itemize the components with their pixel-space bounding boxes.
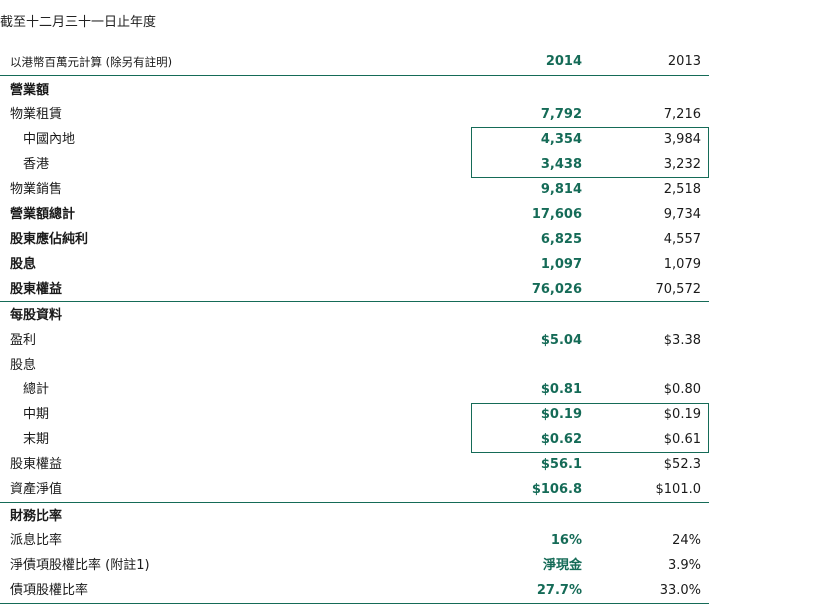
value-2013: $3.38 xyxy=(663,333,701,348)
value-2013: $0.80 xyxy=(663,382,701,397)
table-row: 末期 $0.62 $0.61 xyxy=(0,428,814,452)
value-2014: $0.81 xyxy=(540,382,582,397)
section-title: 營業額 xyxy=(10,83,50,98)
value-2013: 9,734 xyxy=(663,207,701,222)
table-row: 物業銷售 9,814 2,518 xyxy=(0,178,814,202)
value-2014: 4,354 xyxy=(540,132,582,147)
table-row: 債項股權比率 27.7% 33.0% xyxy=(0,579,814,603)
value-2014: 6,825 xyxy=(540,232,582,247)
divider xyxy=(0,502,709,503)
value-2014: 16% xyxy=(550,533,582,548)
header-year-2014: 2014 xyxy=(545,54,582,69)
section-title: 財務比率 xyxy=(10,509,63,524)
divider xyxy=(0,603,709,604)
row-label: 派息比率 xyxy=(10,533,63,548)
table-row: 香港 3,438 3,232 xyxy=(0,153,814,177)
table-row: 物業租賃 7,792 7,216 xyxy=(0,103,814,127)
header-unit-label: 以港幣百萬元計算 (除另有註明) xyxy=(10,55,173,69)
section-title-financial-ratios: 財務比率 xyxy=(0,505,814,529)
value-2014: $0.62 xyxy=(540,432,582,447)
value-2013: $0.61 xyxy=(663,432,701,447)
value-2013: $52.3 xyxy=(663,457,701,472)
value-2014: 9,814 xyxy=(540,182,582,197)
value-2014: 1,097 xyxy=(540,257,582,272)
row-label: 中期 xyxy=(23,407,50,422)
value-2014: $56.1 xyxy=(540,457,582,472)
section-title-turnover: 營業額 xyxy=(0,79,814,103)
row-label: 物業租賃 xyxy=(10,107,63,122)
row-label: 淨債項股權比率 (附註1) xyxy=(10,558,150,573)
table-row: 淨債項股權比率 (附註1) 淨現金 3.9% xyxy=(0,554,814,578)
value-2013: 2,518 xyxy=(663,182,701,197)
row-label: 股東權益 xyxy=(10,457,63,472)
row-label: 總計 xyxy=(23,382,50,397)
row-label: 股東權益 xyxy=(10,282,63,297)
table-row: 股息 xyxy=(0,354,814,378)
row-label: 股息 xyxy=(10,257,37,272)
divider xyxy=(0,75,709,76)
row-label: 中國內地 xyxy=(23,132,76,147)
row-label: 盈利 xyxy=(10,333,37,348)
value-2013: 3,232 xyxy=(663,157,701,172)
row-label: 末期 xyxy=(23,432,50,447)
section-title-per-share: 每股資料 xyxy=(0,304,814,328)
value-2013: $0.19 xyxy=(663,407,701,422)
value-2014: 27.7% xyxy=(536,583,582,598)
value-2014: $5.04 xyxy=(540,333,582,348)
row-label: 股東應佔純利 xyxy=(10,232,89,247)
value-2014: 7,792 xyxy=(540,107,582,122)
value-2013: 3.9% xyxy=(667,558,701,573)
table-row: 股東應佔純利 6,825 4,557 xyxy=(0,228,814,252)
value-2014: 17,606 xyxy=(531,207,582,222)
table-row: 資產淨值 $106.8 $101.0 xyxy=(0,478,814,502)
row-label: 債項股權比率 xyxy=(10,583,89,598)
row-label: 股息 xyxy=(10,358,37,373)
table-row: 派息比率 16% 24% xyxy=(0,529,814,553)
table-row: 盈利 $5.04 $3.38 xyxy=(0,329,814,353)
table-row: 股東權益 76,026 70,572 xyxy=(0,278,814,302)
value-2013: 4,557 xyxy=(663,232,701,247)
value-2013: 7,216 xyxy=(663,107,701,122)
row-label: 資產淨值 xyxy=(10,482,63,497)
value-2013: 1,079 xyxy=(663,257,701,272)
row-label: 香港 xyxy=(23,157,50,172)
highlight-box xyxy=(471,403,709,453)
table-row: 營業額總計 17,606 9,734 xyxy=(0,203,814,227)
value-2013: 3,984 xyxy=(663,132,701,147)
header-year-2013: 2013 xyxy=(667,54,701,69)
table-caption: 截至十二月三十一日止年度 xyxy=(0,15,157,30)
value-2013: $101.0 xyxy=(655,482,702,497)
value-2014: 76,026 xyxy=(531,282,582,297)
table-row: 股東權益 $56.1 $52.3 xyxy=(0,453,814,477)
table-row: 總計 $0.81 $0.80 xyxy=(0,378,814,402)
table-row: 中期 $0.19 $0.19 xyxy=(0,403,814,427)
divider xyxy=(0,301,709,302)
value-2013: 33.0% xyxy=(659,583,701,598)
value-2014: 淨現金 xyxy=(542,558,582,573)
table-row: 中國內地 4,354 3,984 xyxy=(0,128,814,152)
section-title: 每股資料 xyxy=(10,308,63,323)
highlight-box xyxy=(471,127,709,178)
row-label: 物業銷售 xyxy=(10,182,63,197)
value-2013: 70,572 xyxy=(655,282,702,297)
value-2014: $0.19 xyxy=(540,407,582,422)
value-2014: 3,438 xyxy=(540,157,582,172)
row-label: 營業額總計 xyxy=(10,207,76,222)
value-2013: 24% xyxy=(672,533,701,548)
table-header-row: 以港幣百萬元計算 (除另有註明) 2014 2013 xyxy=(0,50,814,74)
value-2014: $106.8 xyxy=(531,482,582,497)
table-row: 股息 1,097 1,079 xyxy=(0,253,814,277)
